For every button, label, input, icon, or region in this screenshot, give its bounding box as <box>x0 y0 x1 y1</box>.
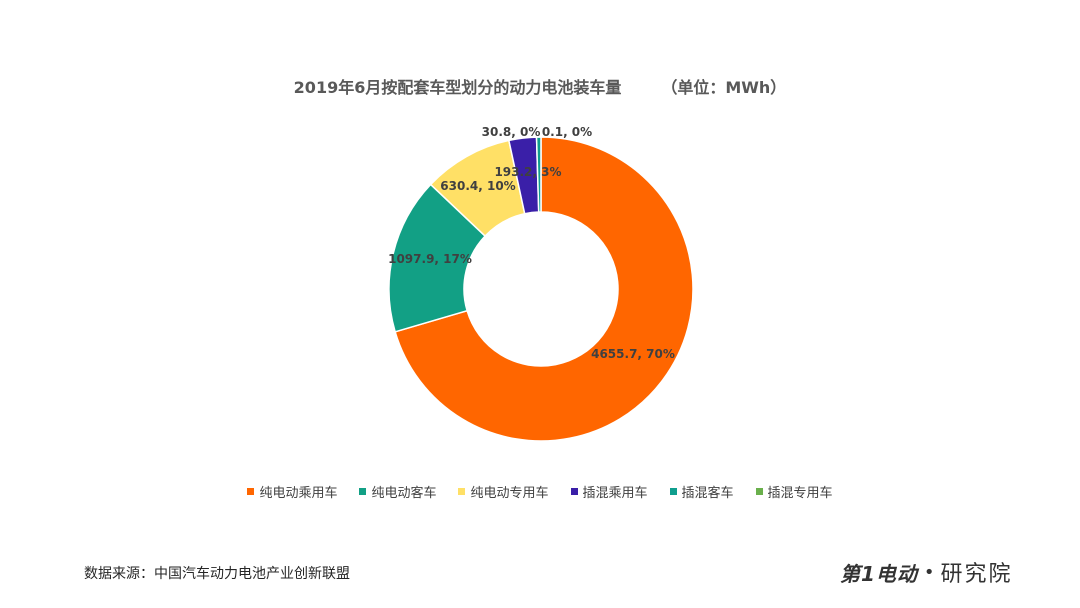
chart-title-text: 2019年6月按配套车型划分的动力电池装车量 <box>293 78 622 97</box>
data-label-5: 30.8, 0% <box>482 125 541 139</box>
legend-swatch <box>755 488 763 495</box>
legend-item-3: 纯电动专用车 <box>458 482 549 501</box>
legend-swatch <box>570 488 578 495</box>
data-label-2: 1097.9, 17% <box>388 252 472 266</box>
brand-logo: 第1电动 • 研究院 <box>840 556 1013 588</box>
data-label-3: 630.4, 10% <box>440 179 515 193</box>
legend-item-1: 纯电动乘用车 <box>247 482 337 501</box>
legend-label: 纯电动乘用车 <box>259 486 338 501</box>
legend-item-6: 插混专用车 <box>755 482 833 501</box>
legend-item-2: 纯电动客车 <box>359 482 436 501</box>
legend-label: 纯电动专用车 <box>470 486 549 501</box>
chart-title: 2019年6月按配套车型划分的动力电池装车量 （单位：MWh） <box>0 74 1080 98</box>
legend-label: 插混乘用车 <box>582 486 648 501</box>
legend-label: 纯电动客车 <box>371 486 437 501</box>
data-label-4: 193.2, 3% <box>494 165 561 179</box>
legend-swatch <box>359 488 367 495</box>
legend-item-5: 插混客车 <box>669 482 734 501</box>
data-label-1: 4655.7, 70% <box>591 347 675 361</box>
logo-suffix: 研究院 <box>940 562 1013 587</box>
legend-label: 插混专用车 <box>767 486 833 501</box>
chart-legend: 纯电动乘用车 纯电动客车 纯电动专用车 插混乘用车 插混客车 插混专用车 <box>0 482 1080 501</box>
data-source-note: 数据来源：中国汽车动力电池产业创新联盟 <box>84 566 350 582</box>
legend-item-4: 插混乘用车 <box>570 482 648 501</box>
legend-label: 插混客车 <box>681 486 734 501</box>
logo-dot: • <box>923 561 935 583</box>
donut-slice-1 <box>394 136 694 442</box>
donut-chart: 4655.7, 70% 1097.9, 17% 630.4, 10%193.2, 3… <box>388 125 694 442</box>
legend-swatch <box>247 488 255 495</box>
legend-swatch <box>669 488 677 495</box>
chart-unit-label: （单位：MWh） <box>661 78 787 97</box>
legend-swatch <box>458 488 466 495</box>
data-label-6: 0.1, 0% <box>542 125 592 139</box>
logo-brand: 第1电动 <box>840 561 918 586</box>
donut-slice-2 <box>388 183 487 333</box>
